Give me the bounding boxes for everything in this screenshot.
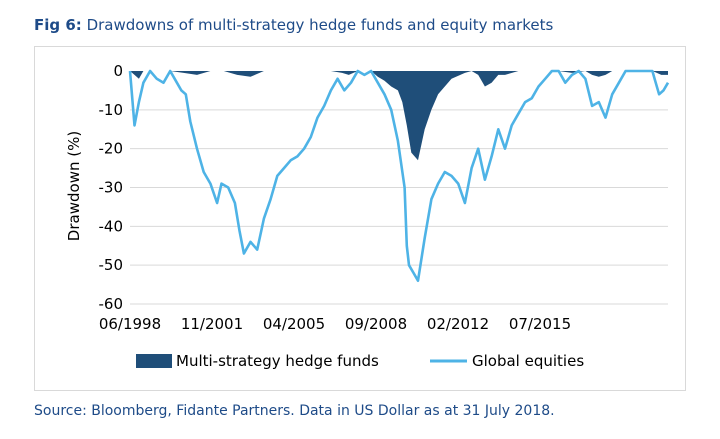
y-tick-label: -50 [99, 256, 124, 274]
gridlines [130, 109, 668, 305]
y-tick-label: -10 [99, 101, 124, 119]
hedge-fund-drawdown-area [130, 71, 668, 161]
y-tick-label: -60 [99, 295, 124, 313]
y-tick-label: -30 [99, 179, 124, 197]
figure-label: Fig 6: [34, 16, 82, 34]
legend-swatch-hedge-funds [136, 354, 172, 368]
x-tick-label: 07/2015 [509, 315, 571, 333]
y-tick-label: -20 [99, 140, 124, 158]
figure-title-text: Drawdowns of multi-strategy hedge funds … [86, 16, 554, 34]
y-tick-label: 0 [113, 62, 123, 80]
x-tick-label: 02/2012 [427, 315, 489, 333]
y-tick-label: -40 [99, 217, 124, 235]
source-note: Source: Bloomberg, Fidante Partners. Dat… [34, 403, 555, 419]
legend-label-hedge-funds: Multi-strategy hedge funds [176, 352, 379, 370]
x-tick-label: 09/2008 [345, 315, 407, 333]
global-equities-line [128, 69, 670, 283]
legend-label-global-equities: Global equities [472, 352, 584, 370]
x-tick-label: 04/2005 [263, 315, 325, 333]
plot-area [128, 69, 670, 283]
x-tick-label: 06/1998 [99, 315, 161, 333]
legend: Multi-strategy hedge funds Global equitie… [136, 352, 584, 370]
y-axis-label: Drawdown (%) [65, 131, 83, 241]
x-tick-label: 11/2001 [181, 315, 243, 333]
x-tick-labels: 06/1998 11/2001 04/2005 09/2008 02/2012 07/20… [99, 315, 571, 333]
y-tick-labels: 0 -10 -20 -30 -40 -50 -60 [99, 62, 124, 313]
figure-title: Fig 6: Drawdowns of multi-strategy hedge… [34, 16, 553, 34]
chart-frame [34, 46, 686, 391]
